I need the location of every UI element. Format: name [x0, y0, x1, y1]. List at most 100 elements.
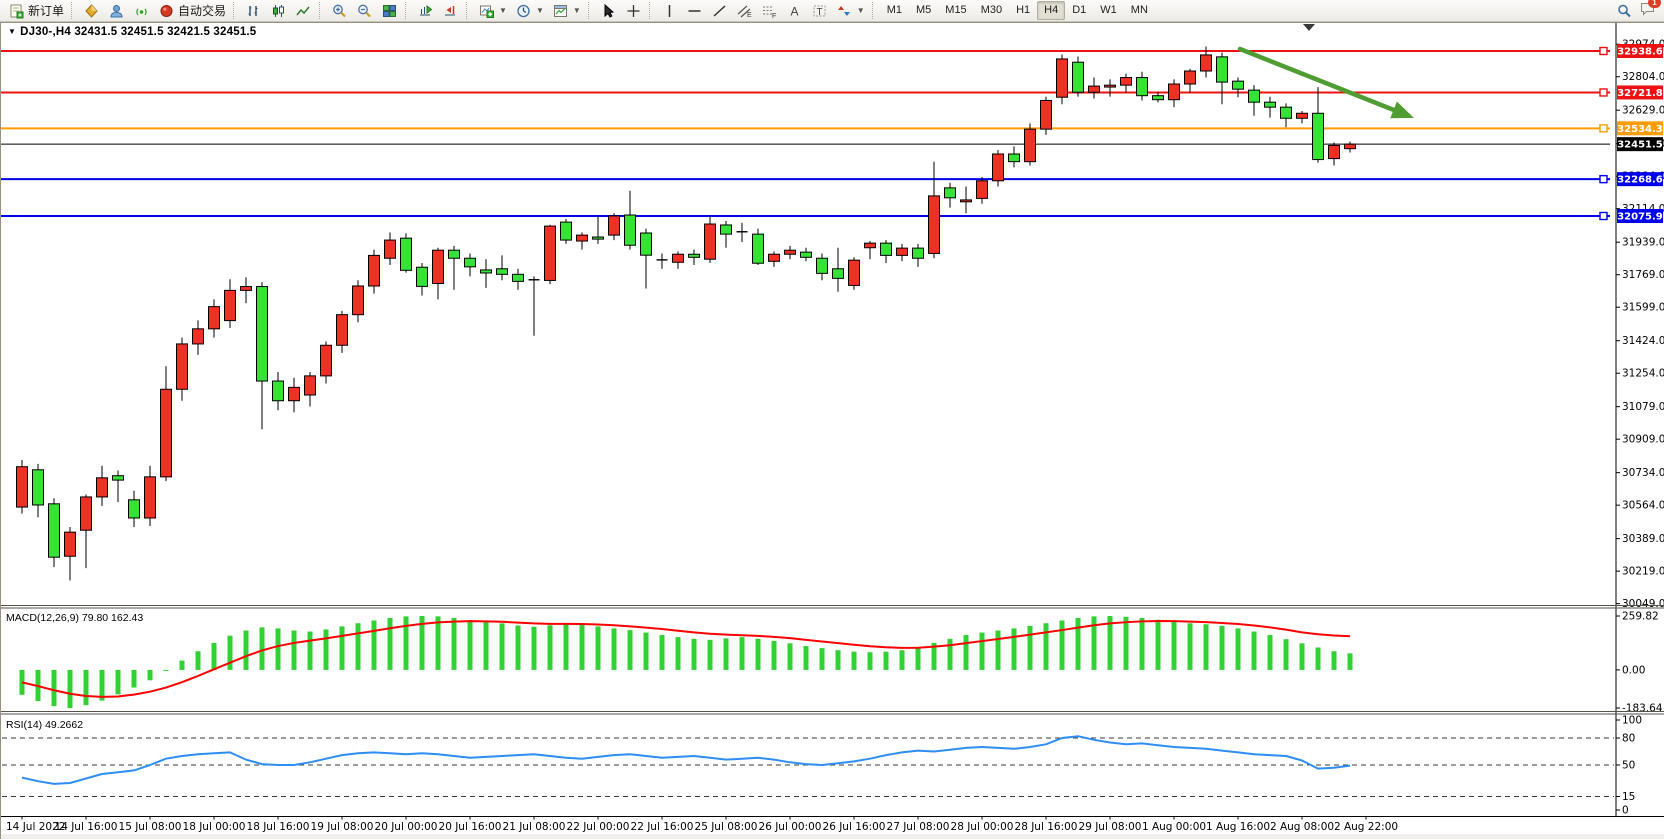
- price-tag-label: 32268.6: [1617, 175, 1663, 186]
- zoom-in-button[interactable]: [327, 1, 352, 20]
- new-order-button[interactable]: 新订单: [4, 1, 68, 20]
- macd-tick-label: 0.00: [1622, 664, 1645, 676]
- timeframe-M5[interactable]: M5: [916, 4, 932, 16]
- auto-scroll-button[interactable]: [413, 1, 438, 20]
- time-tick-label: 22 Jul 00:00: [567, 821, 630, 833]
- chat-button[interactable]: 1: [1639, 0, 1661, 21]
- candle-body: [816, 257, 828, 274]
- tile-windows-icon: [381, 3, 398, 19]
- auto-trading-button[interactable]: 自动交易: [154, 1, 230, 20]
- bar-chart-button[interactable]: [241, 1, 266, 20]
- templates-button[interactable]: ▼: [548, 1, 585, 20]
- rsi-tick-label: 15: [1622, 791, 1635, 803]
- candle-body: [928, 195, 940, 254]
- macd-signal-line: [21, 619, 1351, 698]
- svg-text:E: E: [747, 12, 752, 19]
- bar-chart-icon: [245, 3, 262, 19]
- timeframe-M30[interactable]: M30: [980, 4, 1003, 16]
- indicators-button[interactable]: ▼: [474, 1, 511, 20]
- trendline-button[interactable]: [707, 1, 732, 20]
- text-label-button[interactable]: T: [807, 1, 832, 20]
- text-button[interactable]: A: [782, 1, 807, 20]
- level-line-32075.9[interactable]: [0, 211, 1610, 221]
- candle-body: [1088, 85, 1100, 93]
- candle-body: [560, 221, 572, 241]
- time-tick-label: 29 Jul 08:00: [1079, 821, 1142, 833]
- rsi-line: [21, 735, 1351, 785]
- timeframe-M15[interactable]: M15: [945, 4, 967, 16]
- chart-background: [0, 22, 1664, 839]
- community-button[interactable]: [104, 1, 129, 20]
- horizontal-line-icon: [686, 3, 703, 19]
- candle-body: [80, 496, 92, 531]
- price-tick-label: 30564.0: [1622, 500, 1664, 512]
- candle-body: [688, 253, 700, 258]
- zoom-out-button[interactable]: [352, 1, 377, 20]
- line-chart-button[interactable]: [291, 1, 316, 20]
- timeframe-MN[interactable]: MN: [1130, 4, 1148, 16]
- price-tick-label: 31254.0: [1622, 368, 1664, 380]
- candle-body: [192, 328, 204, 345]
- time-tick-label: 14 Jul 16:00: [55, 821, 118, 833]
- price-tag: [1617, 44, 1663, 58]
- candle-body: [1200, 54, 1212, 72]
- candle-body: [1216, 56, 1228, 83]
- candle-body: [256, 286, 268, 382]
- toolbar-separator: [233, 2, 238, 19]
- trend-arrow[interactable]: [1237, 46, 1414, 119]
- channel-button[interactable]: E: [732, 1, 757, 20]
- toolbar-separator: [871, 2, 877, 19]
- level-lines-layer[interactable]: [0, 46, 1610, 221]
- candle-body: [1296, 112, 1308, 119]
- candle-body: [288, 386, 300, 402]
- candle-body: [304, 375, 316, 396]
- line-chart-icon: [295, 3, 312, 19]
- candle-body: [432, 249, 444, 284]
- timeframe-D1[interactable]: D1: [1072, 4, 1087, 16]
- candle-body: [1280, 106, 1292, 119]
- level-line-32268.6[interactable]: [0, 174, 1610, 184]
- candle-body: [960, 199, 972, 203]
- timeframe-W1[interactable]: W1: [1100, 4, 1117, 16]
- fibonacci-button[interactable]: F: [757, 1, 782, 20]
- horizontal-line-button[interactable]: [682, 1, 707, 20]
- chart-shift-button[interactable]: [438, 1, 463, 20]
- timeframe-H4[interactable]: H4: [1037, 1, 1066, 20]
- price-tick-label: 32804.0: [1622, 71, 1664, 83]
- signals-button[interactable]: [129, 1, 154, 20]
- candle-body: [1056, 58, 1068, 98]
- level-line-32534.3[interactable]: [0, 124, 1610, 133]
- candle-chart-button[interactable]: [266, 1, 291, 20]
- level-line-32938.6[interactable]: [0, 46, 1610, 56]
- candle-doji: [528, 279, 540, 281]
- zoom-out-icon: [356, 3, 373, 19]
- tile-windows-button[interactable]: [377, 1, 402, 20]
- candle-body: [752, 233, 764, 264]
- toolbar-separator: [405, 2, 410, 19]
- periods-button[interactable]: ▼: [511, 1, 548, 20]
- toolbar: 新订单 自动交易: [0, 0, 1664, 22]
- candle-body: [400, 237, 412, 271]
- dropdown-arrow-icon: ▼: [572, 6, 581, 15]
- zoom-in-icon: [331, 3, 348, 19]
- candle-body: [464, 257, 476, 268]
- crosshair-button[interactable]: [621, 1, 646, 20]
- time-tick-label: 2 Aug 08:00: [1270, 821, 1334, 833]
- time-tick-label: 1 Aug 16:00: [1206, 821, 1270, 833]
- timeframe-M1[interactable]: M1: [886, 4, 902, 16]
- timeframe-H1[interactable]: H1: [1016, 4, 1031, 16]
- vertical-line-button[interactable]: [657, 1, 682, 20]
- level-line-32721.8[interactable]: [0, 88, 1610, 97]
- search-icon[interactable]: [1616, 3, 1633, 19]
- arrows-tool-button[interactable]: ▼: [832, 1, 869, 20]
- time-tick-label: 28 Jul 00:00: [951, 821, 1014, 833]
- candle-body: [416, 266, 428, 287]
- price-tick-label: 30389.0: [1622, 533, 1664, 545]
- toolbar-separator: [587, 2, 593, 19]
- market-button[interactable]: [79, 1, 104, 20]
- cursor-button[interactable]: [596, 1, 621, 20]
- candle-body: [832, 268, 844, 279]
- chart-shift-marker[interactable]: [1303, 24, 1315, 31]
